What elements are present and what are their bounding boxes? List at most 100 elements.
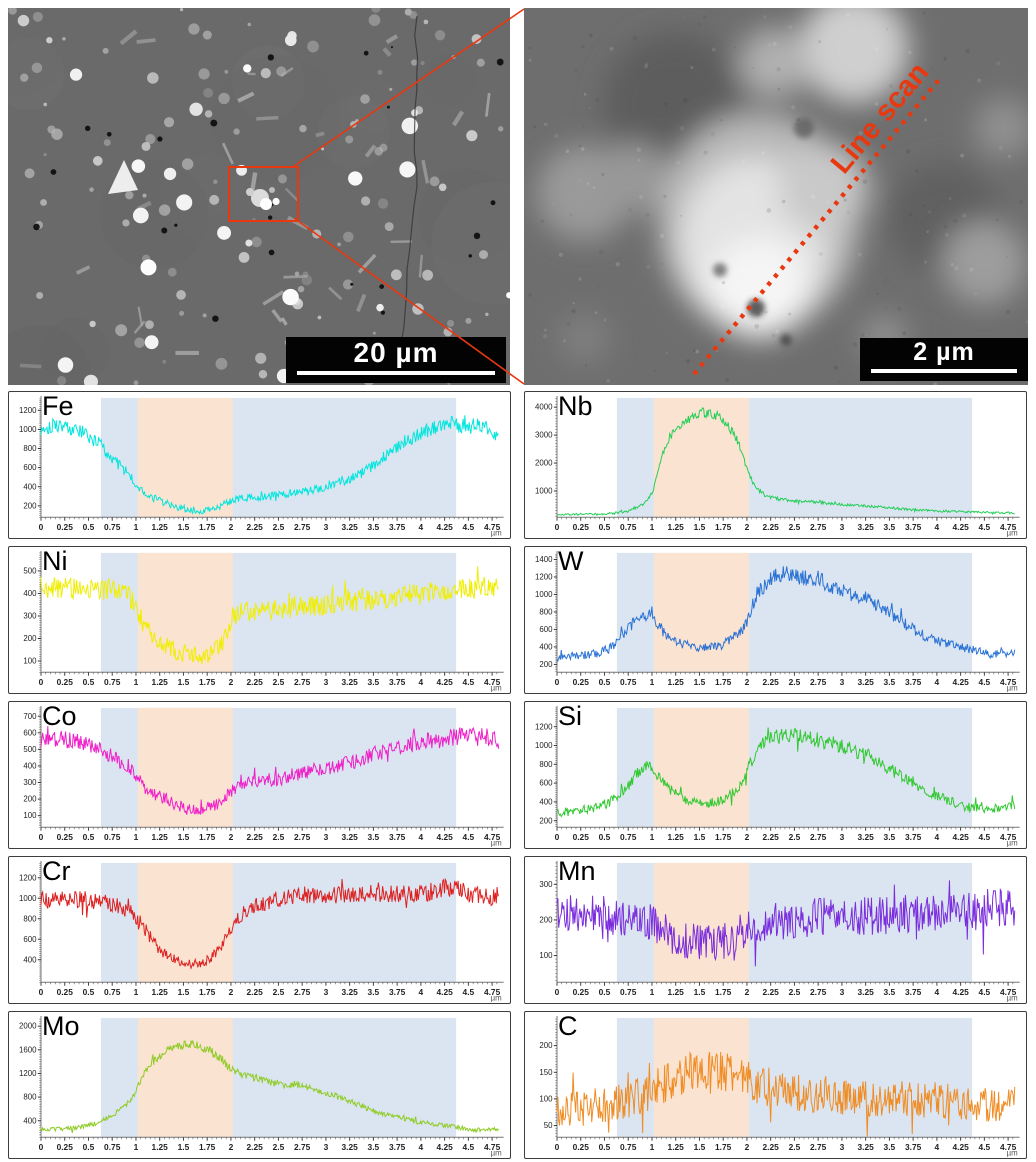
x-tick-label: 0.25	[573, 832, 590, 842]
x-axis-unit: µm	[1007, 684, 1019, 693]
element-label: Ni	[42, 546, 68, 576]
y-tick-label: 800	[23, 914, 37, 923]
linescan-panel-fe: 0 0.25 0.5 0.75 1 1.25 1.5 1.75 2 2.25 2.5 2.75 3 3.2…	[8, 391, 511, 539]
linescan-chart-si: 0 0.25 0.5 0.75 1 1.25 1.5 1.75 2 2.25 2.5 2.75 3 3.2…	[535, 705, 1020, 848]
x-tick-label: 2.75	[294, 832, 311, 842]
x-tick-label: 3.75	[389, 987, 406, 997]
x-tick-label: 4	[935, 832, 940, 842]
linescan-chart-fe: 0 0.25 0.5 0.75 1 1.25 1.5 1.75 2 2.25 2.5 2.75 3 3.2…	[19, 395, 504, 538]
x-tick-label: 0.5	[83, 1142, 95, 1152]
x-axis-unit: µm	[491, 684, 503, 693]
highlight-region	[137, 397, 233, 518]
x-tick-label: 2.25	[247, 832, 264, 842]
x-tick-label: 1.25	[668, 832, 685, 842]
x-tick-label: 2	[745, 987, 750, 997]
y-tick-label: 600	[23, 728, 37, 737]
y-tick-label: 800	[539, 608, 553, 617]
linescan-chart-grid: 0 0.25 0.5 0.75 1 1.25 1.5 1.75 2 2.25 2.5 2.75 3 3.2…	[8, 391, 1027, 1159]
x-tick-label: 4.5	[463, 1142, 475, 1152]
x-tick-label: 3.75	[389, 1142, 406, 1152]
y-tick-label: 500	[23, 745, 37, 754]
x-tick-label: 0.5	[599, 522, 611, 532]
linescan-panel-w: 0 0.25 0.5 0.75 1 1.25 1.5 1.75 2 2.25 2.5 2.75 3 3.2…	[524, 546, 1027, 694]
linescan-panel-co: 0 0.25 0.5 0.75 1 1.25 1.5 1.75 2 2.25 2.5 2.75 3 3.2…	[8, 701, 511, 849]
y-tick-label: 3000	[535, 431, 553, 440]
linescan-panel-cr: 0 0.25 0.5 0.75 1 1.25 1.5 1.75 2 2.25 2.5 2.75 3 3.2…	[8, 856, 511, 1004]
linescan-trace	[40, 415, 499, 515]
x-tick-label: 1.25	[668, 677, 685, 687]
x-tick-label: 1.5	[694, 677, 706, 687]
sem-figure-row: 20 µm	[0, 0, 1036, 391]
x-tick-label: 4	[935, 522, 940, 532]
x-tick-label: 0.5	[83, 677, 95, 687]
x-tick-label: 1.75	[199, 832, 216, 842]
highlight-region	[137, 1017, 233, 1138]
x-tick-label: 0.25	[573, 987, 590, 997]
y-tick-label: 700	[23, 712, 37, 721]
x-tick-label: 3.25	[857, 832, 874, 842]
x-tick-label: 1.5	[178, 522, 190, 532]
x-tick-label: 0.75	[620, 832, 637, 842]
x-tick-label: 2.5	[273, 522, 285, 532]
x-tick-label: 1	[650, 987, 655, 997]
scale-bar-detail: 2 µm	[860, 338, 1028, 381]
x-tick-label: 1.5	[178, 677, 190, 687]
x-axis-unit: µm	[491, 529, 503, 538]
x-tick-label: 1.25	[152, 522, 169, 532]
element-label: Fe	[42, 391, 74, 421]
linescan-panel-si: 0 0.25 0.5 0.75 1 1.25 1.5 1.75 2 2.25 2.5 2.75 3 3.2…	[524, 701, 1027, 849]
x-tick-label: 0	[39, 1142, 44, 1152]
x-tick-label: 3.5	[884, 1142, 896, 1152]
linescan-chart-cr: 0 0.25 0.5 0.75 1 1.25 1.5 1.75 2 2.25 2.5 2.75 3 3.2…	[19, 860, 504, 1003]
element-label: Si	[558, 701, 583, 731]
linescan-chart-nb: 0 0.25 0.5 0.75 1 1.25 1.5 1.75 2 2.25 2.5 2.75 3 3.2…	[535, 395, 1020, 538]
x-tick-label: 4.25	[952, 522, 969, 532]
linescan-chart-mo: 0 0.25 0.5 0.75 1 1.25 1.5 1.75 2 2.25 2.5 2.75 3 3.2…	[19, 1015, 504, 1158]
y-tick-label: 1600	[19, 1045, 37, 1054]
x-tick-label: 4.25	[952, 1142, 969, 1152]
x-tick-label: 1.5	[178, 987, 190, 997]
x-tick-label: 2.5	[789, 1142, 801, 1152]
x-tick-label: 3.25	[341, 1142, 358, 1152]
x-tick-label: 2.5	[273, 832, 285, 842]
x-tick-label: 3.25	[857, 1142, 874, 1152]
x-tick-label: 3.5	[368, 832, 380, 842]
x-tick-label: 3.75	[905, 987, 922, 997]
linescan-panel-c: 0 0.25 0.5 0.75 1 1.25 1.5 1.75 2 2.25 2.5 2.75 3 3.2…	[524, 1011, 1027, 1159]
x-tick-label: 3.5	[884, 987, 896, 997]
highlight-region	[653, 862, 749, 983]
x-tick-label: 0.25	[573, 522, 590, 532]
y-tick-label: 600	[23, 935, 37, 944]
linescan-trace	[556, 566, 1016, 663]
x-tick-label: 4	[419, 1142, 424, 1152]
x-tick-label: 1	[134, 832, 139, 842]
y-tick-label: 600	[23, 463, 37, 472]
x-tick-label: 1.5	[694, 832, 706, 842]
x-tick-label: 4.5	[979, 987, 991, 997]
x-tick-label: 2.5	[273, 1142, 285, 1152]
x-tick-label: 3.75	[905, 1142, 922, 1152]
x-tick-label: 1.25	[668, 522, 685, 532]
x-tick-label: 0.5	[83, 522, 95, 532]
x-tick-label: 0.25	[57, 522, 74, 532]
scale-bar-label: 20 µm	[353, 337, 439, 368]
y-tick-label: 200	[539, 1041, 553, 1050]
x-tick-label: 4.25	[436, 677, 453, 687]
x-tick-label: 3.75	[389, 677, 406, 687]
x-tick-label: 4.75	[1000, 987, 1017, 997]
x-tick-label: 4.5	[979, 522, 991, 532]
y-tick-label: 200	[539, 660, 553, 669]
x-axis-unit: µm	[1007, 994, 1019, 1003]
x-tick-label: 1	[134, 677, 139, 687]
x-tick-label: 1.75	[715, 832, 732, 842]
element-label: Mo	[42, 1011, 80, 1041]
y-tick-label: 50	[544, 1121, 553, 1130]
x-tick-label: 0.25	[57, 987, 74, 997]
x-tick-label: 0.75	[104, 1142, 121, 1152]
x-tick-label: 0	[39, 522, 44, 532]
x-tick-label: 2	[229, 522, 234, 532]
x-tick-label: 0.75	[620, 522, 637, 532]
x-tick-label: 2.75	[810, 1142, 827, 1152]
y-tick-label: 200	[23, 634, 37, 643]
x-tick-label: 0	[555, 1142, 560, 1152]
